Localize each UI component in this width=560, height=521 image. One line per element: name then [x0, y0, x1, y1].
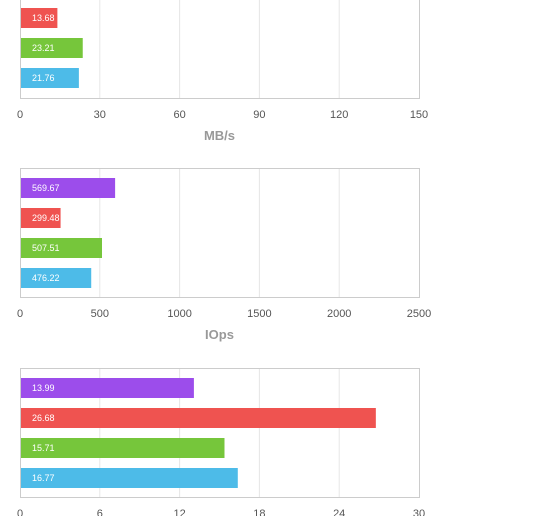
- plot-frame: [20, 0, 420, 99]
- bar-value-label: 23.21: [32, 43, 55, 53]
- bar-value-label: 26.68: [32, 413, 55, 423]
- x-tick-label: 2500: [407, 308, 431, 320]
- bar: [21, 468, 238, 488]
- x-tick-label: 30: [413, 508, 425, 516]
- chart-1: 13.68 23.21 21.76 0 30 60 90 120 150 MB/s: [17, 0, 428, 143]
- bar-value-label: 15.71: [32, 443, 55, 453]
- bar-value-label: 299.48: [32, 213, 60, 223]
- bar: [21, 208, 61, 228]
- x-tick-label: 24: [333, 508, 345, 516]
- x-tick-label: 1000: [167, 308, 191, 320]
- x-tick-label: 120: [330, 109, 348, 121]
- bar: [21, 408, 376, 428]
- bar-value-label: 569.67: [32, 183, 60, 193]
- bar: [21, 238, 102, 258]
- chart-3: 13.99 26.68 15.71 16.77 0 6 12 18 24 30: [17, 368, 425, 520]
- x-axis-title: IOps: [205, 327, 234, 342]
- x-tick-label: 0: [17, 508, 23, 516]
- x-tick-label: 0: [17, 109, 23, 121]
- bar-value-label: 16.77: [32, 473, 55, 483]
- x-tick-label: 30: [94, 109, 106, 121]
- chart-2: 569.67 299.48 507.51 476.22 0 500 1000 1500 2000…: [17, 168, 431, 342]
- plot-frame: [20, 168, 420, 298]
- bar-value-label: 13.99: [32, 383, 55, 393]
- bar: [21, 68, 79, 88]
- x-tick-label: 90: [253, 109, 265, 121]
- x-tick-label: 12: [173, 508, 185, 516]
- x-axis-title: MB/s: [204, 128, 235, 143]
- x-tick-label: 500: [91, 308, 109, 320]
- x-tick-label: 18: [253, 508, 265, 516]
- bar-value-label: 476.22: [32, 273, 60, 283]
- x-tick-label: 0: [17, 308, 23, 320]
- bar: [21, 8, 58, 28]
- bar: [21, 268, 92, 288]
- bar-value-label: 507.51: [32, 243, 60, 253]
- x-tick-label: 2000: [327, 308, 351, 320]
- x-tick-label: 6: [97, 508, 103, 516]
- bar: [21, 378, 194, 398]
- bar-value-label: 21.76: [32, 73, 55, 83]
- bar: [21, 38, 83, 58]
- x-tick-label: 1500: [247, 308, 271, 320]
- plot-frame: [20, 368, 420, 498]
- bar: [21, 438, 225, 458]
- x-tick-label: 60: [173, 109, 185, 121]
- bar: [21, 178, 116, 198]
- x-tick-label: 150: [410, 109, 428, 121]
- bar-value-label: 13.68: [32, 13, 55, 23]
